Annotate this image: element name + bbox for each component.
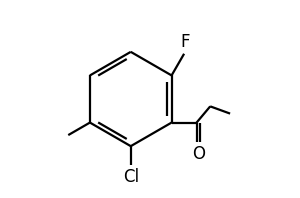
Text: F: F bbox=[180, 33, 190, 51]
Text: Cl: Cl bbox=[123, 168, 139, 186]
Text: O: O bbox=[192, 145, 205, 163]
